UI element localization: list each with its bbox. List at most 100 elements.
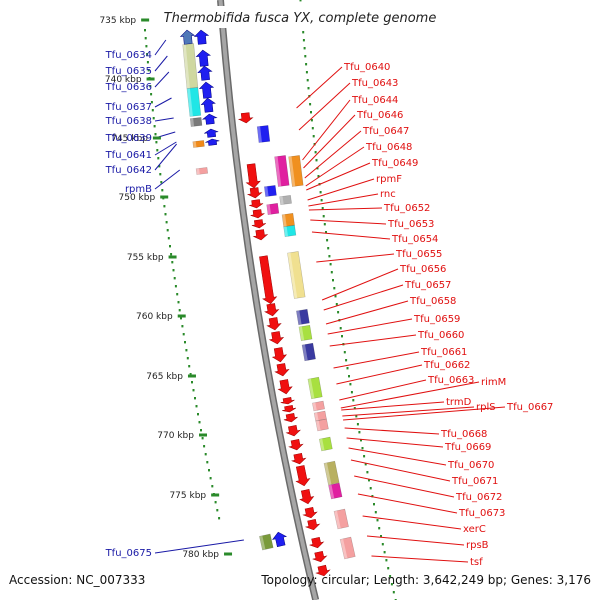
forward-guide-dot [151,109,154,112]
gene-feature [274,363,290,377]
genome-backbone [217,0,320,600]
gene-feature [259,533,274,551]
reverse-guide-dot [323,223,326,226]
forward-guide-dot [146,53,149,56]
reverse-gene-arrow [285,425,301,437]
forward-gene-arrow [195,49,211,67]
reverse-gene-label: Tfu_0663 [427,375,474,386]
forward-guide-dot [186,357,189,360]
forward-guide-dot [176,293,179,296]
reverse-leader-line [327,318,413,335]
forward-gene-arrow [204,128,219,138]
reverse-leader-line [305,146,365,187]
gene-block [333,508,349,530]
forward-guide-dot [147,69,150,72]
reverse-guide-dot [381,543,384,546]
gene-feature [204,128,219,138]
forward-guide-dot [159,173,162,176]
reverse-leader-line [344,427,440,435]
reverse-guide-dot [303,47,306,50]
reverse-guide-dot [317,175,320,178]
gene-feature [302,506,318,519]
reverse-guide-dot [312,135,315,138]
forward-guide-dot [182,333,185,336]
reverse-guide-dot [327,247,330,250]
reverse-guide-dot [330,271,333,274]
forward-guide-dot [208,469,210,472]
reverse-guide-dot [374,511,377,514]
forward-guide-dot [185,349,188,352]
kbp-tick-label: 755 kbp [127,253,164,263]
reverse-gene-label: Tfu_0659 [413,314,460,325]
reverse-gene-label: Tfu_0646 [356,110,403,121]
reverse-gene-label: Tfu_0661 [420,347,467,358]
gene-feature [299,489,315,505]
forward-guide-dot [144,37,147,40]
reverse-gene-label: rplS [476,402,496,413]
gene-feature [268,331,285,345]
reverse-guide-dot [368,479,370,482]
gene-block [287,251,306,299]
gene-feature [313,410,327,422]
reverse-guide-dot [345,359,348,362]
forward-guide-dot [191,381,193,384]
forward-gene-arrow [272,531,288,547]
forward-leader-line [154,117,174,122]
reverse-gene-arrow [252,229,269,241]
reverse-guide-dot [328,255,331,258]
reverse-gene-arrow [315,564,331,577]
gene-feature [264,185,277,197]
title-background [152,6,452,28]
reverse-leader-line [316,253,395,263]
kbp-tick-label: 750 kbp [119,193,156,203]
gene-feature [251,219,266,229]
gene-feature [179,29,196,45]
reverse-guide-dot [332,279,334,282]
reverse-guide-dot [366,471,369,474]
gene-block [259,533,274,551]
reverse-guide-dot [369,487,372,490]
gene-block [328,482,343,500]
reverse-gene-label: xerC [463,524,486,535]
reverse-guide-dot [346,367,349,370]
kbp-tick-label: 765 kbp [146,372,183,382]
reverse-leader-line [354,475,455,498]
forward-guide-dot [180,317,182,320]
reverse-gene-arrow [277,379,293,395]
gene-feature [266,203,280,215]
reverse-guide-dot [387,567,390,570]
gene-feature [182,43,199,89]
forward-guide-dot [171,261,174,264]
gene-feature [312,550,328,563]
reverse-gene-arrow [250,209,265,219]
reverse-leader-line [323,284,404,311]
map-title: Thermobifida fusca YX, complete genome [164,11,437,26]
gene-block [313,410,327,422]
reverse-guide-dot [335,303,338,306]
gene-feature [283,413,298,423]
reverse-guide-dot [363,455,366,458]
gene-block-highlight [302,344,308,361]
reverse-leader-line [342,406,475,417]
forward-leader-line [154,55,168,72]
reverse-gene-label: Tfu_0657 [404,280,451,291]
reverse-gene-label: Tfu_0640 [343,62,390,73]
gene-feature [201,113,218,125]
gene-block-highlight [182,44,190,89]
reverse-guide-dot [356,423,359,426]
forward-gene-label: Tfu_0634 [105,50,152,61]
reverse-gene-arrow [274,363,290,377]
reverse-leader-line [296,66,343,109]
reverse-gene-label: Tfu_0647 [362,126,409,137]
gene-feature [193,29,210,45]
reverse-guide-dot [385,559,388,562]
reverse-guide-dot [376,519,379,522]
gene-feature [277,379,293,395]
reverse-guide-dot [315,159,318,162]
gene-labels: Tfu_0634 Tfu_0635 Tfu_0636 Tfu_0637 Tfu_0638… [105,50,554,568]
forward-guide-dot [152,117,155,120]
reverse-gene-label: tsf [470,557,483,568]
reverse-gene-arrow [268,331,285,345]
forward-gene-label: Tfu_0638 [105,116,152,127]
